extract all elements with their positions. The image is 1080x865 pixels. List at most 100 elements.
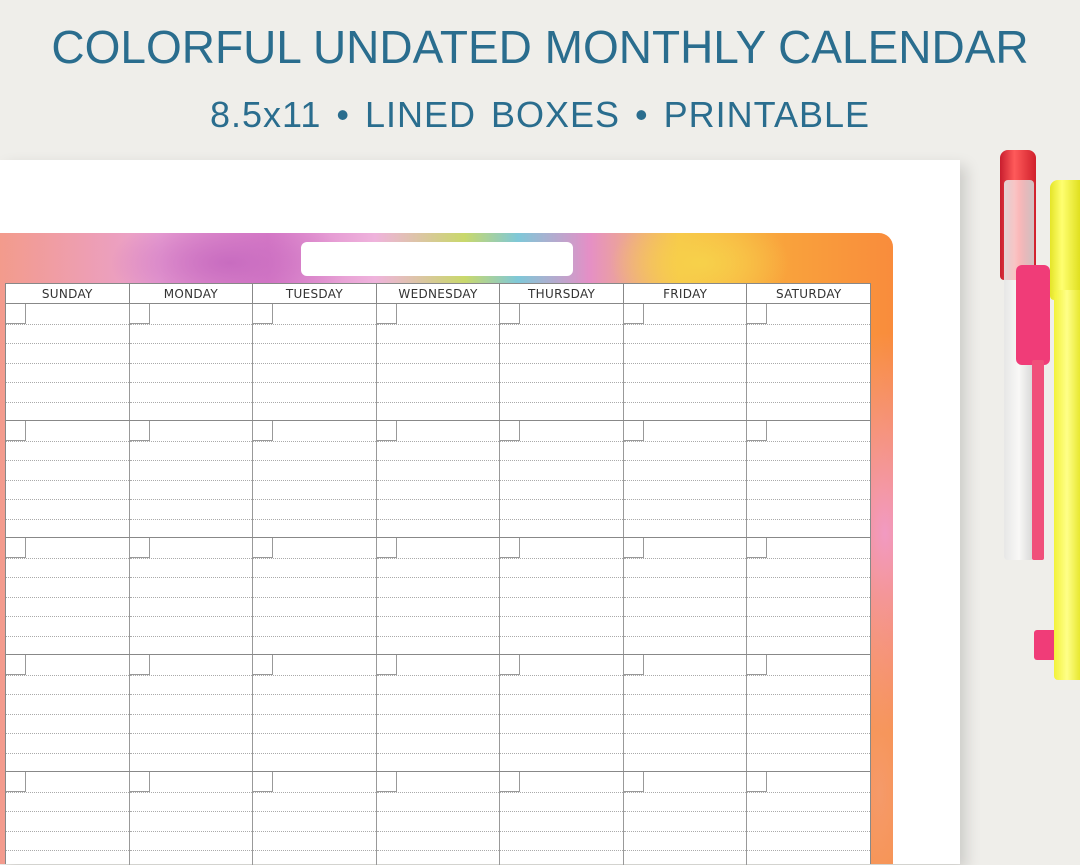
- date-number-box[interactable]: [376, 655, 397, 675]
- date-number-box[interactable]: [253, 304, 274, 324]
- day-box[interactable]: [376, 538, 501, 654]
- day-box[interactable]: [376, 772, 501, 865]
- writing-line: [747, 713, 871, 715]
- date-number-box[interactable]: [623, 421, 644, 441]
- day-box[interactable]: [376, 304, 501, 420]
- date-number-box[interactable]: [376, 538, 397, 558]
- writing-line: [500, 674, 623, 676]
- day-box[interactable]: [129, 772, 254, 865]
- date-number-box[interactable]: [6, 655, 26, 675]
- date-number-box[interactable]: [623, 655, 644, 675]
- date-number-box[interactable]: [747, 655, 768, 675]
- date-number-box[interactable]: [623, 772, 644, 792]
- day-box[interactable]: [500, 304, 624, 420]
- day-box[interactable]: [747, 421, 871, 537]
- day-box[interactable]: [253, 655, 377, 771]
- writing-line: [6, 694, 129, 695]
- writing-line: [129, 440, 253, 442]
- day-box[interactable]: [129, 538, 254, 654]
- day-box[interactable]: [747, 655, 871, 771]
- date-number-box[interactable]: [500, 538, 521, 558]
- day-box[interactable]: [376, 421, 501, 537]
- date-number-box[interactable]: [129, 772, 150, 792]
- date-number-box[interactable]: [500, 772, 521, 792]
- day-box[interactable]: [129, 655, 254, 771]
- date-number-box[interactable]: [376, 421, 397, 441]
- writing-line: [129, 343, 253, 344]
- date-number-box[interactable]: [129, 538, 150, 558]
- date-number-box[interactable]: [623, 304, 644, 324]
- day-box[interactable]: [623, 304, 748, 420]
- date-number-box[interactable]: [129, 304, 150, 324]
- date-number-box[interactable]: [747, 772, 768, 792]
- date-number-box[interactable]: [253, 655, 274, 675]
- day-box[interactable]: [747, 772, 871, 865]
- writing-line: [253, 577, 376, 578]
- date-number-box[interactable]: [747, 538, 768, 558]
- date-number-box[interactable]: [623, 538, 644, 558]
- date-number-box[interactable]: [500, 304, 521, 324]
- date-number-box[interactable]: [253, 421, 274, 441]
- day-box[interactable]: [6, 655, 130, 771]
- writing-line: [623, 382, 747, 383]
- writing-line: [376, 577, 500, 578]
- day-box[interactable]: [623, 772, 748, 865]
- day-box[interactable]: [376, 655, 501, 771]
- date-number-box[interactable]: [253, 538, 274, 558]
- day-box[interactable]: [129, 421, 254, 537]
- writing-line: [129, 674, 253, 676]
- date-number-box[interactable]: [253, 772, 274, 792]
- day-box[interactable]: [623, 655, 748, 771]
- writing-line: [623, 577, 747, 578]
- date-number-box[interactable]: [376, 772, 397, 792]
- writing-line: [500, 440, 623, 442]
- writing-line: [376, 811, 500, 812]
- day-box[interactable]: [253, 304, 377, 420]
- writing-line: [6, 752, 129, 754]
- day-box[interactable]: [623, 421, 748, 537]
- writing-line: [376, 733, 500, 734]
- date-number-box[interactable]: [500, 655, 521, 675]
- writing-line: [253, 440, 376, 442]
- day-box[interactable]: [129, 304, 254, 420]
- weekday-label: THURSDAY: [500, 284, 624, 303]
- day-box[interactable]: [747, 538, 871, 654]
- writing-line: [623, 733, 747, 734]
- day-box[interactable]: [500, 772, 624, 865]
- writing-line: [747, 440, 871, 442]
- day-box[interactable]: [6, 421, 130, 537]
- day-box[interactable]: [6, 772, 130, 865]
- writing-line: [376, 557, 500, 559]
- writing-line: [747, 343, 871, 344]
- writing-line: [623, 401, 747, 403]
- day-box[interactable]: [6, 304, 130, 420]
- day-box[interactable]: [253, 421, 377, 537]
- calendar-week-row: [6, 421, 871, 538]
- day-box[interactable]: [500, 421, 624, 537]
- writing-line: [500, 635, 623, 637]
- writing-line: [253, 596, 376, 598]
- date-number-box[interactable]: [129, 421, 150, 441]
- day-box[interactable]: [6, 538, 130, 654]
- date-number-box[interactable]: [6, 421, 26, 441]
- day-box[interactable]: [500, 538, 624, 654]
- writing-line: [129, 323, 253, 325]
- date-number-box[interactable]: [747, 421, 768, 441]
- day-box[interactable]: [623, 538, 748, 654]
- date-number-box[interactable]: [129, 655, 150, 675]
- writing-line: [253, 752, 376, 754]
- writing-line: [747, 635, 871, 637]
- weekday-label: SUNDAY: [6, 284, 130, 303]
- date-number-box[interactable]: [6, 538, 26, 558]
- date-number-box[interactable]: [6, 304, 26, 324]
- writing-line: [129, 401, 253, 403]
- date-number-box[interactable]: [376, 304, 397, 324]
- date-number-box[interactable]: [6, 772, 26, 792]
- date-number-box[interactable]: [500, 421, 521, 441]
- writing-line: [376, 401, 500, 403]
- day-box[interactable]: [500, 655, 624, 771]
- date-number-box[interactable]: [747, 304, 768, 324]
- day-box[interactable]: [253, 772, 377, 865]
- day-box[interactable]: [747, 304, 871, 420]
- day-box[interactable]: [253, 538, 377, 654]
